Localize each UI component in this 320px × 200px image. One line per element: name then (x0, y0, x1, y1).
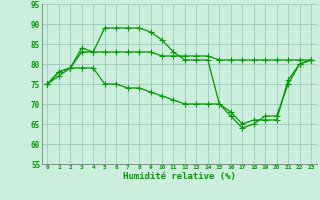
X-axis label: Humidité relative (%): Humidité relative (%) (123, 172, 236, 181)
